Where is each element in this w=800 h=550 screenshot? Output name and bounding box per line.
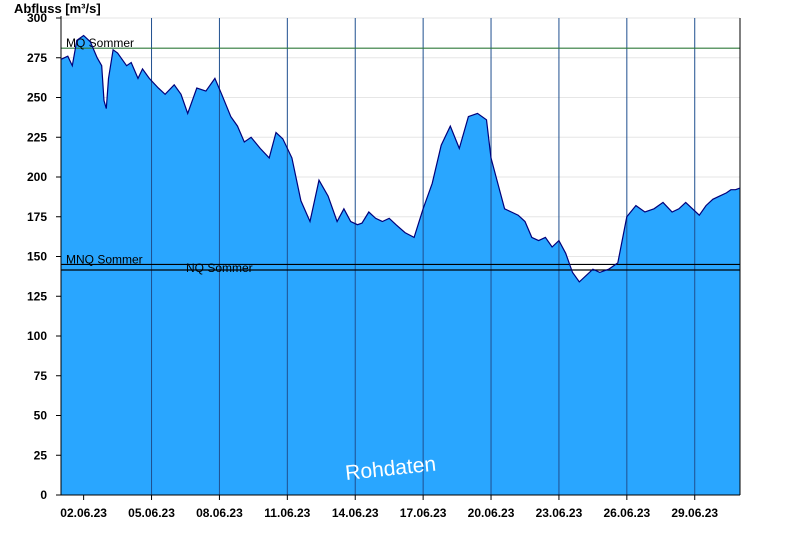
x-tick-label: 17.06.23 <box>400 506 447 520</box>
x-tick-label: 23.06.23 <box>536 506 583 520</box>
y-tick-label: 225 <box>27 130 47 144</box>
y-tick-label: 275 <box>27 51 47 65</box>
y-tick-label: 0 <box>40 488 47 502</box>
x-tick-label: 08.06.23 <box>196 506 243 520</box>
y-tick-label: 300 <box>27 11 47 25</box>
y-tick-label: 100 <box>27 329 47 343</box>
x-tick-label: 05.06.23 <box>128 506 175 520</box>
x-tick-label: 29.06.23 <box>671 506 718 520</box>
reference-lines: MQ Sommer MNQ Sommer NQ Sommer <box>61 36 740 275</box>
y-tick-label: 200 <box>27 170 47 184</box>
y-tick-label: 125 <box>27 289 47 303</box>
x-tick-label: 20.06.23 <box>468 506 515 520</box>
discharge-area <box>61 35 740 495</box>
axes: 0 25 50 75 100 125 150 175 200 225 250 275 300 02.06.… <box>27 11 741 520</box>
y-tick-label: 150 <box>27 250 47 264</box>
y-axis-label: Abfluss [m³/s] <box>14 1 101 16</box>
x-tick-label: 11.06.23 <box>264 506 310 520</box>
y-tick-label: 250 <box>27 91 47 105</box>
reference-line-label: NQ Sommer <box>186 261 253 275</box>
x-tick-label: 26.06.23 <box>603 506 650 520</box>
y-tick-label: 175 <box>27 210 47 224</box>
y-tick-label: 75 <box>34 369 48 383</box>
x-tick-label: 02.06.23 <box>60 506 107 520</box>
y-tick-label: 25 <box>34 448 48 462</box>
date-marker-lines <box>151 18 696 495</box>
reference-line-label: MQ Sommer <box>66 36 134 50</box>
x-tick-label: 14.06.23 <box>332 506 379 520</box>
y-tick-label: 50 <box>34 409 48 423</box>
discharge-line <box>60 34 741 283</box>
reference-line-label: MNQ Sommer <box>66 252 143 266</box>
